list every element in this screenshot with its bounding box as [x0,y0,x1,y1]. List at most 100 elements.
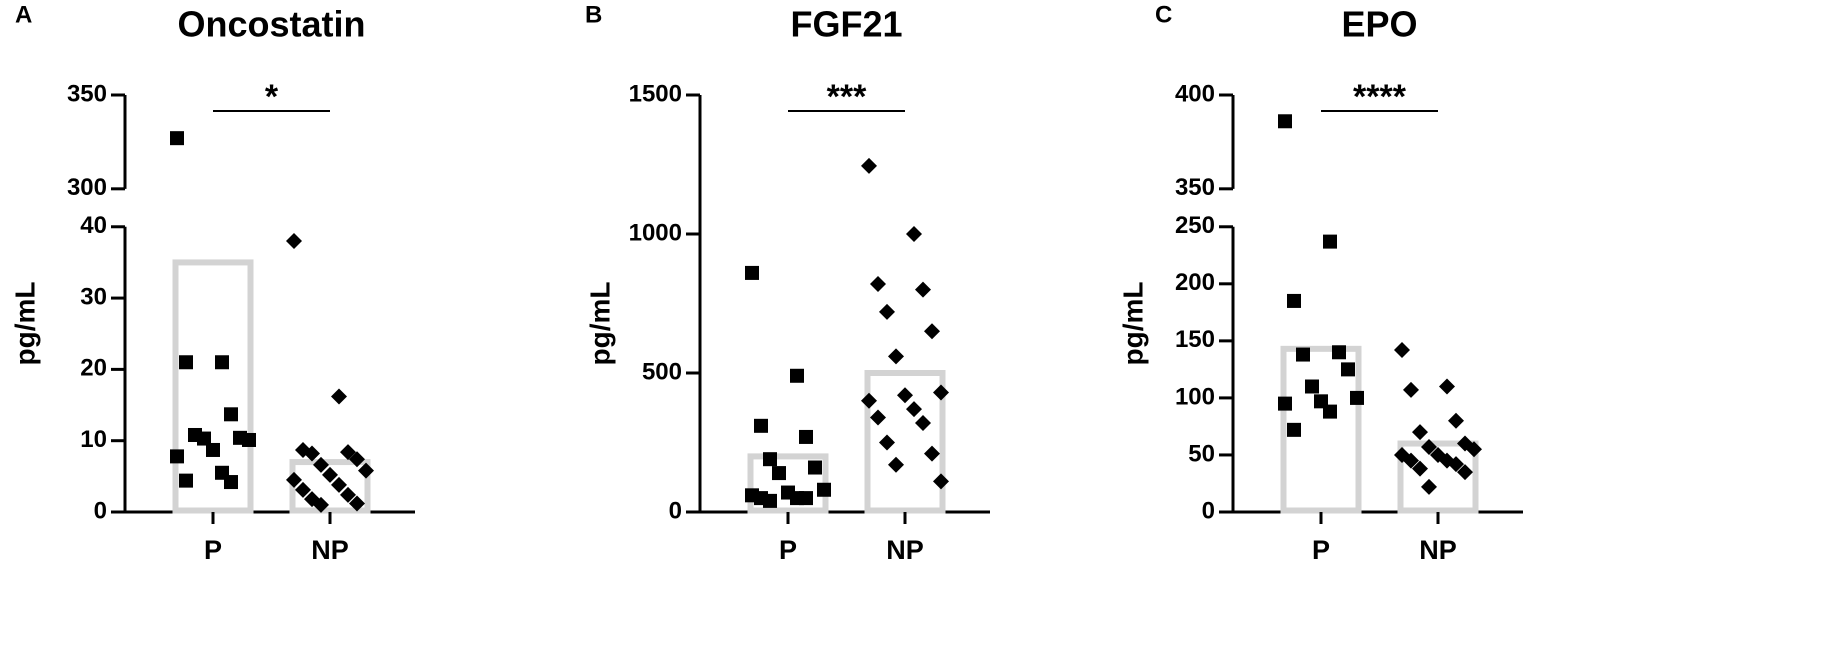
point [179,473,193,488]
point [224,475,238,490]
point [906,401,922,418]
y-tick-label: 1000 [629,219,682,246]
point [349,495,365,512]
point [242,432,256,447]
y-tick-label: 250 [1175,212,1215,239]
point [1287,293,1301,308]
point [808,460,822,475]
point [915,415,931,432]
point [906,226,922,242]
point [304,445,320,462]
x-tick-label: NP [1419,535,1457,565]
point [1350,390,1364,405]
point [331,476,347,493]
point [1394,341,1410,358]
point [340,486,356,503]
point [1412,424,1428,441]
point [933,473,949,490]
y-tick-label: 500 [642,358,682,385]
point [1403,381,1419,398]
point [861,392,877,409]
chart-title: Oncostatin [177,4,365,45]
point [879,303,895,320]
chart-title: FGF21 [790,4,902,45]
point [817,482,831,497]
point [331,388,347,405]
y-tick-label: 400 [1175,80,1215,107]
point [1278,114,1292,129]
y-tick-label: 50 [1188,440,1215,467]
point [1466,441,1482,458]
point [1403,452,1419,469]
x-tick-label: NP [311,535,349,565]
point [286,233,302,250]
point [1457,464,1473,481]
point [1421,438,1437,455]
chart-title: EPO [1341,4,1417,45]
point [1323,404,1337,419]
point [349,451,365,468]
significance-label: *** [827,78,867,116]
point [1287,422,1301,437]
point [340,444,356,461]
panel-letter: B [585,1,602,28]
point [897,387,913,404]
point [924,445,940,462]
y-tick-label: 350 [1175,174,1215,201]
bar [172,259,254,514]
point [1332,345,1346,360]
point [772,466,786,481]
point [1412,460,1428,477]
point [215,355,229,370]
y-tick-label: 20 [80,355,107,382]
y-axis-label: pg/mL [9,282,40,366]
point [1296,347,1310,362]
point [197,431,211,446]
point [861,157,877,174]
y-tick-label: 0 [1202,497,1215,524]
point [170,449,184,464]
point [170,131,184,146]
point [879,434,895,451]
point [888,456,904,473]
point [322,466,338,483]
point [924,323,940,340]
point [295,481,311,498]
y-tick-label: 40 [80,212,107,239]
y-tick-label: 1500 [629,80,682,107]
point [1421,478,1437,495]
point [1305,379,1319,394]
significance-label: **** [1353,78,1407,116]
point [915,281,931,298]
point [754,418,768,433]
bar [1397,440,1479,514]
x-tick-label: P [1312,535,1330,565]
x-tick-label: NP [886,535,924,565]
point [870,276,886,293]
point [888,348,904,365]
y-tick-label: 10 [80,426,107,453]
panel-letter: C [1155,1,1172,28]
point [224,407,238,422]
y-axis-label: pg/mL [584,282,615,366]
y-tick-label: 150 [1175,326,1215,353]
point [1341,362,1355,377]
x-tick-label: P [204,535,222,565]
point [763,452,777,467]
panel-letter: A [15,1,32,28]
bar [1280,345,1362,514]
point [1448,456,1464,473]
point [745,265,759,280]
point [313,496,329,513]
point [799,491,813,506]
point [313,456,329,473]
point [358,462,374,479]
point [790,368,804,383]
x-tick-label: P [779,535,797,565]
y-tick-label: 200 [1175,269,1215,296]
y-tick-label: 350 [67,80,107,107]
point [286,471,302,488]
bar [864,370,946,514]
y-tick-label: 0 [669,497,682,524]
